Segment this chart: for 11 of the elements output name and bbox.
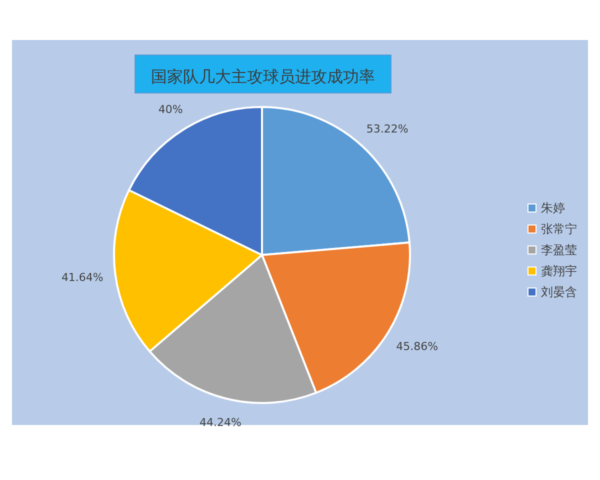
legend-label: 龚翔宇 [541, 264, 577, 278]
data-label: 40% [158, 103, 183, 116]
data-label: 45.86% [396, 340, 438, 353]
legend-label: 李盈莹 [541, 243, 577, 257]
data-label: 41.64% [61, 270, 104, 284]
data-label: 53.22% [366, 122, 408, 136]
legend-label: 刘晏含 [541, 285, 577, 299]
legend-label: 朱婷 [541, 201, 565, 215]
data-label: 44.24% [200, 416, 242, 429]
legend-label: 张常宁 [541, 222, 577, 236]
chart-title: 国家队几大主攻球员进攻成功率 [151, 67, 375, 86]
